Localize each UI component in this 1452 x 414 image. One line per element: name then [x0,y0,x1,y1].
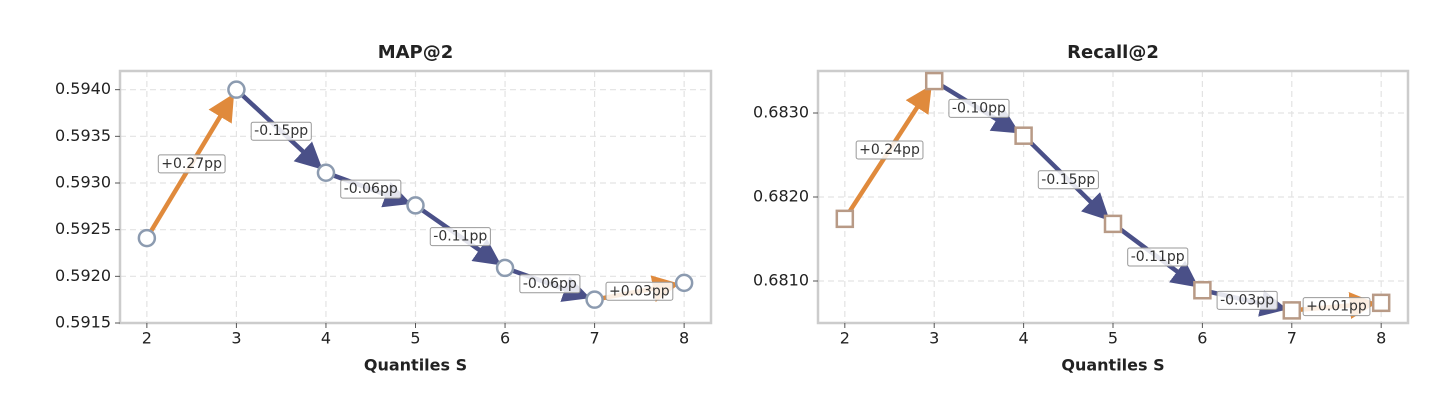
chart-title: Recall@2 [1067,42,1159,63]
x-tick-label: 8 [679,329,689,348]
point [1282,301,1302,320]
x-tick-label: 4 [321,329,331,348]
change-label-box [340,179,402,199]
change-label: -0.15pp [254,123,308,139]
x-tick-label: 4 [1019,329,1029,348]
change-label-box [519,274,581,294]
change-label: +0.01pp [1306,299,1367,315]
x-tick-label: 6 [500,329,510,348]
point [1371,293,1391,313]
point [406,196,425,215]
point [835,209,855,229]
x-tick-label: 5 [1108,329,1118,348]
change-label: +0.27pp [161,156,222,172]
y-tick-label: 0.5920 [55,266,111,285]
x-tick-label: 8 [1376,329,1386,348]
change-label-box [1037,170,1099,190]
change-label-box [429,227,491,247]
change-label-box [1127,247,1189,267]
change-label: -0.11pp [433,229,487,245]
y-tick-label: 0.5925 [55,219,111,238]
y-tick-label: 0.5940 [55,79,111,98]
x-tick-label: 3 [929,329,939,348]
y-tick-label: 0.6820 [753,187,809,206]
point [137,228,157,248]
point [1193,280,1212,300]
change-label: -0.06pp [523,276,577,292]
y-tick-label: 0.5930 [55,173,111,192]
y-tick-label: 0.5915 [55,313,111,332]
point [924,71,944,91]
x-axis-label: Quantiles S [364,356,467,375]
point [495,258,515,278]
point [316,163,336,182]
change-label-box [250,121,312,141]
point [1014,126,1033,145]
y-tick-label: 0.6830 [753,103,809,122]
change-label: -0.11pp [1131,249,1185,265]
y-tick-label: 0.5935 [55,126,111,145]
change-label-box [157,154,226,174]
change-label: +0.03pp [609,283,670,299]
change-label-box [1216,290,1278,310]
change-label: -0.15pp [1041,172,1095,188]
y-tick-label: 0.6810 [753,271,809,290]
chart-title: MAP@2 [378,42,454,63]
change-label-box [1302,297,1371,317]
x-tick-label: 7 [589,329,599,348]
point [227,80,246,99]
change-label-box [605,281,674,301]
x-tick-label: 5 [410,329,420,348]
x-tick-label: 2 [840,329,850,348]
change-label: -0.10pp [952,100,1006,116]
point [674,273,694,293]
x-tick-label: 2 [142,329,152,348]
point [585,290,604,309]
change-label: -0.03pp [1220,292,1274,308]
x-tick-label: 3 [231,329,241,348]
change-label: -0.06pp [344,181,398,197]
point [1103,214,1123,234]
x-axis-label: Quantiles S [1061,356,1164,375]
change-label: +0.24pp [859,142,920,158]
x-tick-label: 6 [1197,329,1207,348]
change-label-box [948,98,1010,118]
change-label-box [855,140,924,160]
x-tick-label: 7 [1287,329,1297,348]
